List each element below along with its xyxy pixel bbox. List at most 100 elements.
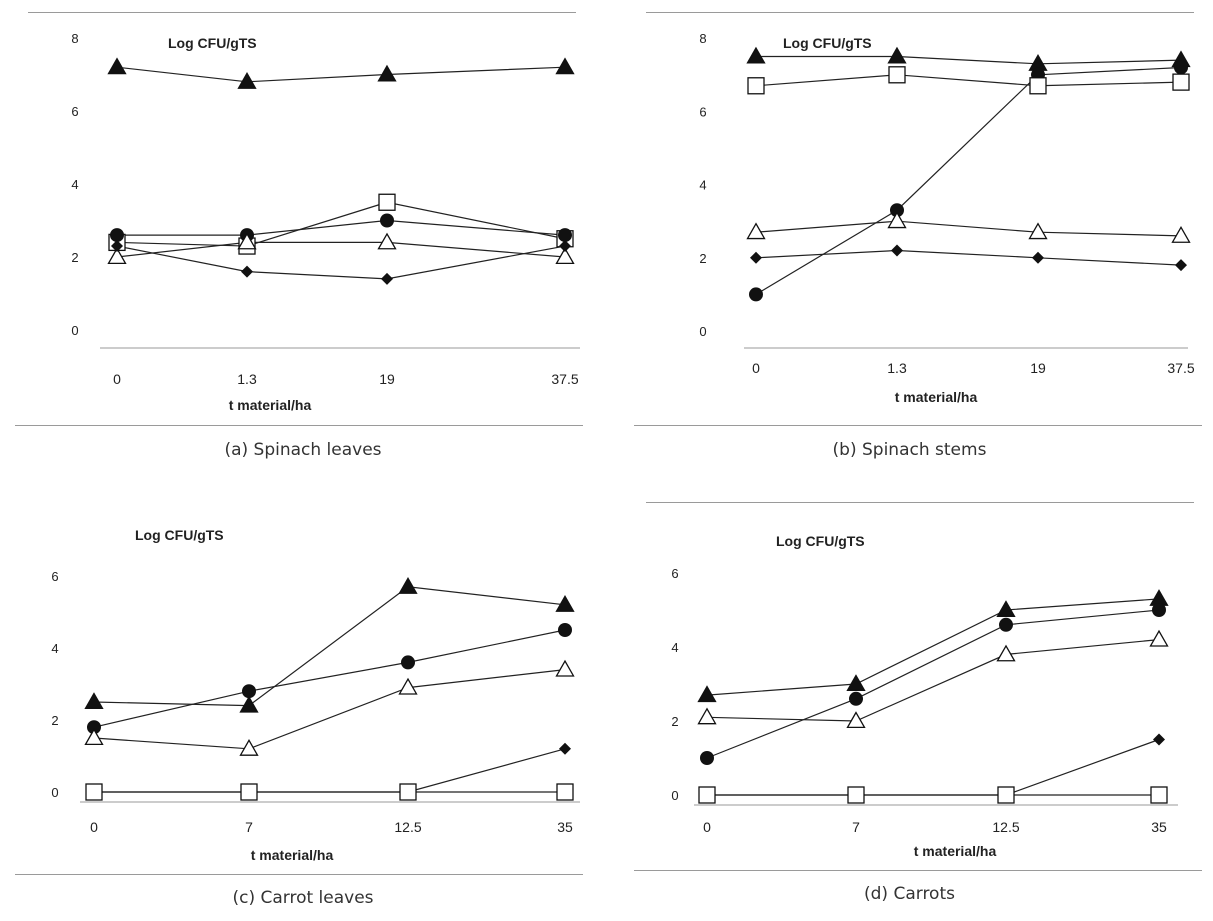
series-4-point [1153,733,1165,746]
y-tick-label: 2 [699,251,706,266]
y-tick-label: 4 [71,177,78,192]
bottom-rule [634,425,1202,426]
series-5-point [241,265,253,278]
chart-panel-c: 0 2 4 6 0 7 12.5 35 Log CFU/gTS t material/ha (c)… [0,460,606,921]
series-5-line [755,249,1182,266]
top-rule [646,12,1194,13]
series-3-point [996,644,1016,662]
y-tick-label: 2 [51,713,58,728]
series-1-point [237,71,257,89]
series-3-line [117,219,566,236]
x-tick-label: 0 [752,360,760,376]
y-axis-label: Log CFU/gTS [783,35,872,51]
series-5-point [1175,259,1187,272]
series-2-point [1174,60,1188,75]
chart-svg: 0 2 4 6 0 7 12.5 35 Log CFU/gTS t material/ha [671,533,1178,859]
bottom-rule [15,425,583,426]
series-3-point [398,677,418,695]
series-2-line [93,629,566,728]
series-4-point [555,247,575,265]
chart-panel-d: 0 2 4 6 0 7 12.5 35 Log CFU/gTS t material/ha (d)… [606,460,1213,921]
series-5-point [556,783,574,801]
series-2-point [401,655,415,670]
series-4-point [1028,222,1048,240]
x-tick-label: 7 [245,819,253,835]
series-2-point [700,751,714,765]
y-tick-label: 8 [699,31,706,46]
series-3-point [558,228,572,243]
y-tick-label: 4 [51,641,58,656]
series-5-point [698,786,716,804]
series-5-point [399,783,417,801]
series-3-point [239,738,259,756]
series-2-point [849,691,863,706]
chart-panel-a: 0 2 4 6 8 0 1.3 19 37.5 Log CFU/gTS t material/ha … [0,0,606,460]
y-tick-label: 6 [71,104,78,119]
series-4-point [1171,226,1191,243]
series-5-point [85,783,103,801]
x-tick-label: 35 [557,819,573,835]
x-tick-label: 1.3 [237,371,257,387]
series-2-point [890,203,904,218]
series-2-point [378,193,396,211]
series-4-line [707,738,1160,796]
y-tick-label: 2 [671,714,678,729]
series-1-point [84,692,104,710]
series-1-point [996,600,1016,618]
series-3-line [755,74,1182,87]
series-4-line [94,748,566,793]
series-3-point [555,659,575,677]
x-tick-label: 19 [379,371,395,387]
x-axis-label: t material/ha [251,847,334,863]
series-2-point [242,684,256,699]
series-1-point [746,46,766,64]
series-1-line [706,598,1160,696]
x-tick-label: 19 [1030,360,1046,376]
caption: (b) Spinach stems [832,440,987,460]
y-axis-label: Log CFU/gTS [776,533,865,549]
series-1-point [697,685,717,703]
series-1-point [887,46,907,64]
series-2-point [558,623,572,637]
series-1-line [93,586,566,707]
y-tick-label: 6 [51,569,58,584]
x-tick-label: 35 [1151,819,1167,835]
series-2-line [116,201,566,247]
x-tick-label: 1.3 [887,360,907,376]
y-tick-label: 0 [671,788,678,803]
series-3-point [747,77,765,95]
series-3-line [93,669,566,750]
series-1-point [555,594,575,612]
y-tick-label: 8 [71,31,78,46]
series-4-point [107,247,127,265]
series-1-point [555,57,575,75]
series-3-point [84,728,104,746]
chart-svg: 0 2 4 6 0 7 12.5 35 Log CFU/gTS t material/ha [51,527,580,863]
caption: (a) Spinach leaves [224,440,382,460]
series-1-point [239,695,259,713]
y-tick-label: 4 [699,178,706,193]
series-4-point [559,742,571,755]
y-tick-label: 0 [71,323,78,338]
series-2-line [755,66,1182,295]
x-tick-label: 37.5 [1167,360,1194,376]
series-3-point [846,711,866,729]
chart-panel-b: 0 2 4 6 8 0 1.3 19 37.5 Log CFU/gTS t material/ha … [606,0,1213,460]
series-1-line [756,55,1182,65]
x-axis-label: t material/ha [914,843,997,859]
y-axis-label: Log CFU/gTS [168,35,257,51]
series-5-point [847,786,865,804]
series-4-line [755,220,1182,237]
series-5-point [559,240,571,253]
caption: (d) Carrots [864,884,955,904]
y-tick-label: 0 [51,785,58,800]
series-5-point [240,783,258,801]
series-3-point [380,213,394,228]
series-5-point [111,240,123,253]
series-1-point [846,674,866,692]
series-5-point [891,244,903,257]
series-5-line [116,245,566,280]
series-5-point [997,786,1015,804]
y-axis-label: Log CFU/gTS [135,527,224,543]
series-4-point [377,232,397,250]
